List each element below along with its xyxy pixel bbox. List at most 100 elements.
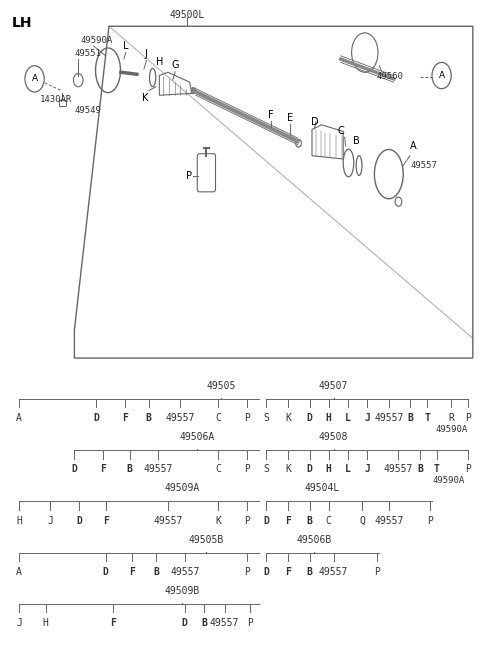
Text: K: K xyxy=(285,413,291,423)
Text: P: P xyxy=(427,516,432,526)
Text: Q: Q xyxy=(360,516,365,526)
Text: 49557: 49557 xyxy=(170,567,200,577)
Text: C: C xyxy=(216,413,221,423)
Text: P: P xyxy=(374,567,380,577)
Text: 49557: 49557 xyxy=(210,618,240,628)
Text: 49557: 49557 xyxy=(144,464,173,474)
Text: F: F xyxy=(285,567,291,577)
Text: C: C xyxy=(337,126,344,136)
Text: D: D xyxy=(103,567,108,577)
Text: J: J xyxy=(364,464,370,474)
Text: F: F xyxy=(103,516,108,526)
Text: C: C xyxy=(216,464,221,474)
Text: 49505: 49505 xyxy=(206,381,236,391)
Text: P: P xyxy=(465,464,471,474)
Text: D: D xyxy=(182,618,188,628)
Text: 49504L: 49504L xyxy=(305,484,340,493)
Text: A: A xyxy=(32,74,37,83)
Text: D: D xyxy=(311,118,318,127)
Text: P: P xyxy=(244,464,250,474)
Text: B: B xyxy=(146,413,152,423)
Text: F: F xyxy=(268,110,274,120)
Text: 49505B: 49505B xyxy=(189,535,224,545)
Text: T: T xyxy=(424,413,430,423)
Text: P: P xyxy=(186,171,192,181)
Text: A: A xyxy=(16,567,22,577)
Text: P: P xyxy=(244,567,250,577)
Text: P: P xyxy=(247,618,252,628)
Text: 49500L: 49500L xyxy=(169,10,205,20)
Text: B: B xyxy=(201,618,207,628)
Text: S: S xyxy=(264,464,269,474)
Text: P: P xyxy=(244,516,250,526)
Text: 49590A: 49590A xyxy=(81,35,113,45)
Text: R: R xyxy=(448,413,454,423)
Text: 49506A: 49506A xyxy=(179,432,215,442)
Text: H: H xyxy=(326,464,332,474)
Text: P: P xyxy=(244,413,250,423)
Text: E: E xyxy=(288,113,293,123)
Text: D: D xyxy=(307,464,312,474)
Text: D: D xyxy=(264,516,269,526)
Circle shape xyxy=(296,139,301,147)
Text: J: J xyxy=(364,413,370,423)
Text: F: F xyxy=(100,464,106,474)
Text: 49590A: 49590A xyxy=(435,425,468,434)
Text: B: B xyxy=(408,413,413,423)
Text: D: D xyxy=(72,464,77,474)
Text: 49590A: 49590A xyxy=(432,476,465,486)
Text: L: L xyxy=(345,464,351,474)
Text: D: D xyxy=(307,413,312,423)
Text: 49551: 49551 xyxy=(74,49,101,58)
Text: H: H xyxy=(16,516,22,526)
Text: A: A xyxy=(410,141,417,151)
Text: L: L xyxy=(123,41,129,51)
Text: 49557: 49557 xyxy=(374,413,404,423)
Text: 49506B: 49506B xyxy=(297,535,332,545)
Text: 49557: 49557 xyxy=(153,516,183,526)
Text: A: A xyxy=(439,71,444,80)
Text: 49509A: 49509A xyxy=(165,484,200,493)
Text: F: F xyxy=(285,516,291,526)
Text: T: T xyxy=(434,464,440,474)
Text: H: H xyxy=(43,618,48,628)
Text: K: K xyxy=(142,93,148,103)
Text: D: D xyxy=(93,413,99,423)
Text: D: D xyxy=(76,516,82,526)
Text: K: K xyxy=(216,516,221,526)
Text: 49509B: 49509B xyxy=(165,586,200,596)
Text: B: B xyxy=(307,516,312,526)
Circle shape xyxy=(395,197,402,206)
Text: C: C xyxy=(326,516,332,526)
Text: P: P xyxy=(465,413,471,423)
Text: 49508: 49508 xyxy=(319,432,348,442)
Text: B: B xyxy=(307,567,312,577)
Text: J: J xyxy=(16,618,22,628)
Text: H: H xyxy=(156,57,164,67)
Text: 49549: 49549 xyxy=(74,106,101,116)
Text: 49557: 49557 xyxy=(374,516,404,526)
Text: G: G xyxy=(171,60,179,70)
Text: 49557: 49557 xyxy=(319,567,348,577)
Text: 49557: 49557 xyxy=(165,413,195,423)
Text: 49560: 49560 xyxy=(377,72,404,81)
Text: K: K xyxy=(285,464,291,474)
Text: B: B xyxy=(417,464,423,474)
Text: B: B xyxy=(353,136,360,146)
Text: F: F xyxy=(129,567,135,577)
Text: H: H xyxy=(326,413,332,423)
Text: B: B xyxy=(127,464,132,474)
Text: 49557: 49557 xyxy=(410,161,437,170)
Text: 1430AR: 1430AR xyxy=(39,95,72,104)
Text: D: D xyxy=(264,567,269,577)
Text: F: F xyxy=(110,618,116,628)
Text: B: B xyxy=(153,567,159,577)
Text: L: L xyxy=(345,413,351,423)
Text: 49507: 49507 xyxy=(319,381,348,391)
Text: F: F xyxy=(122,413,128,423)
Text: LH: LH xyxy=(12,16,33,30)
Text: S: S xyxy=(264,413,269,423)
Text: J: J xyxy=(145,49,148,59)
Text: 49557: 49557 xyxy=(384,464,413,474)
Text: J: J xyxy=(48,516,53,526)
